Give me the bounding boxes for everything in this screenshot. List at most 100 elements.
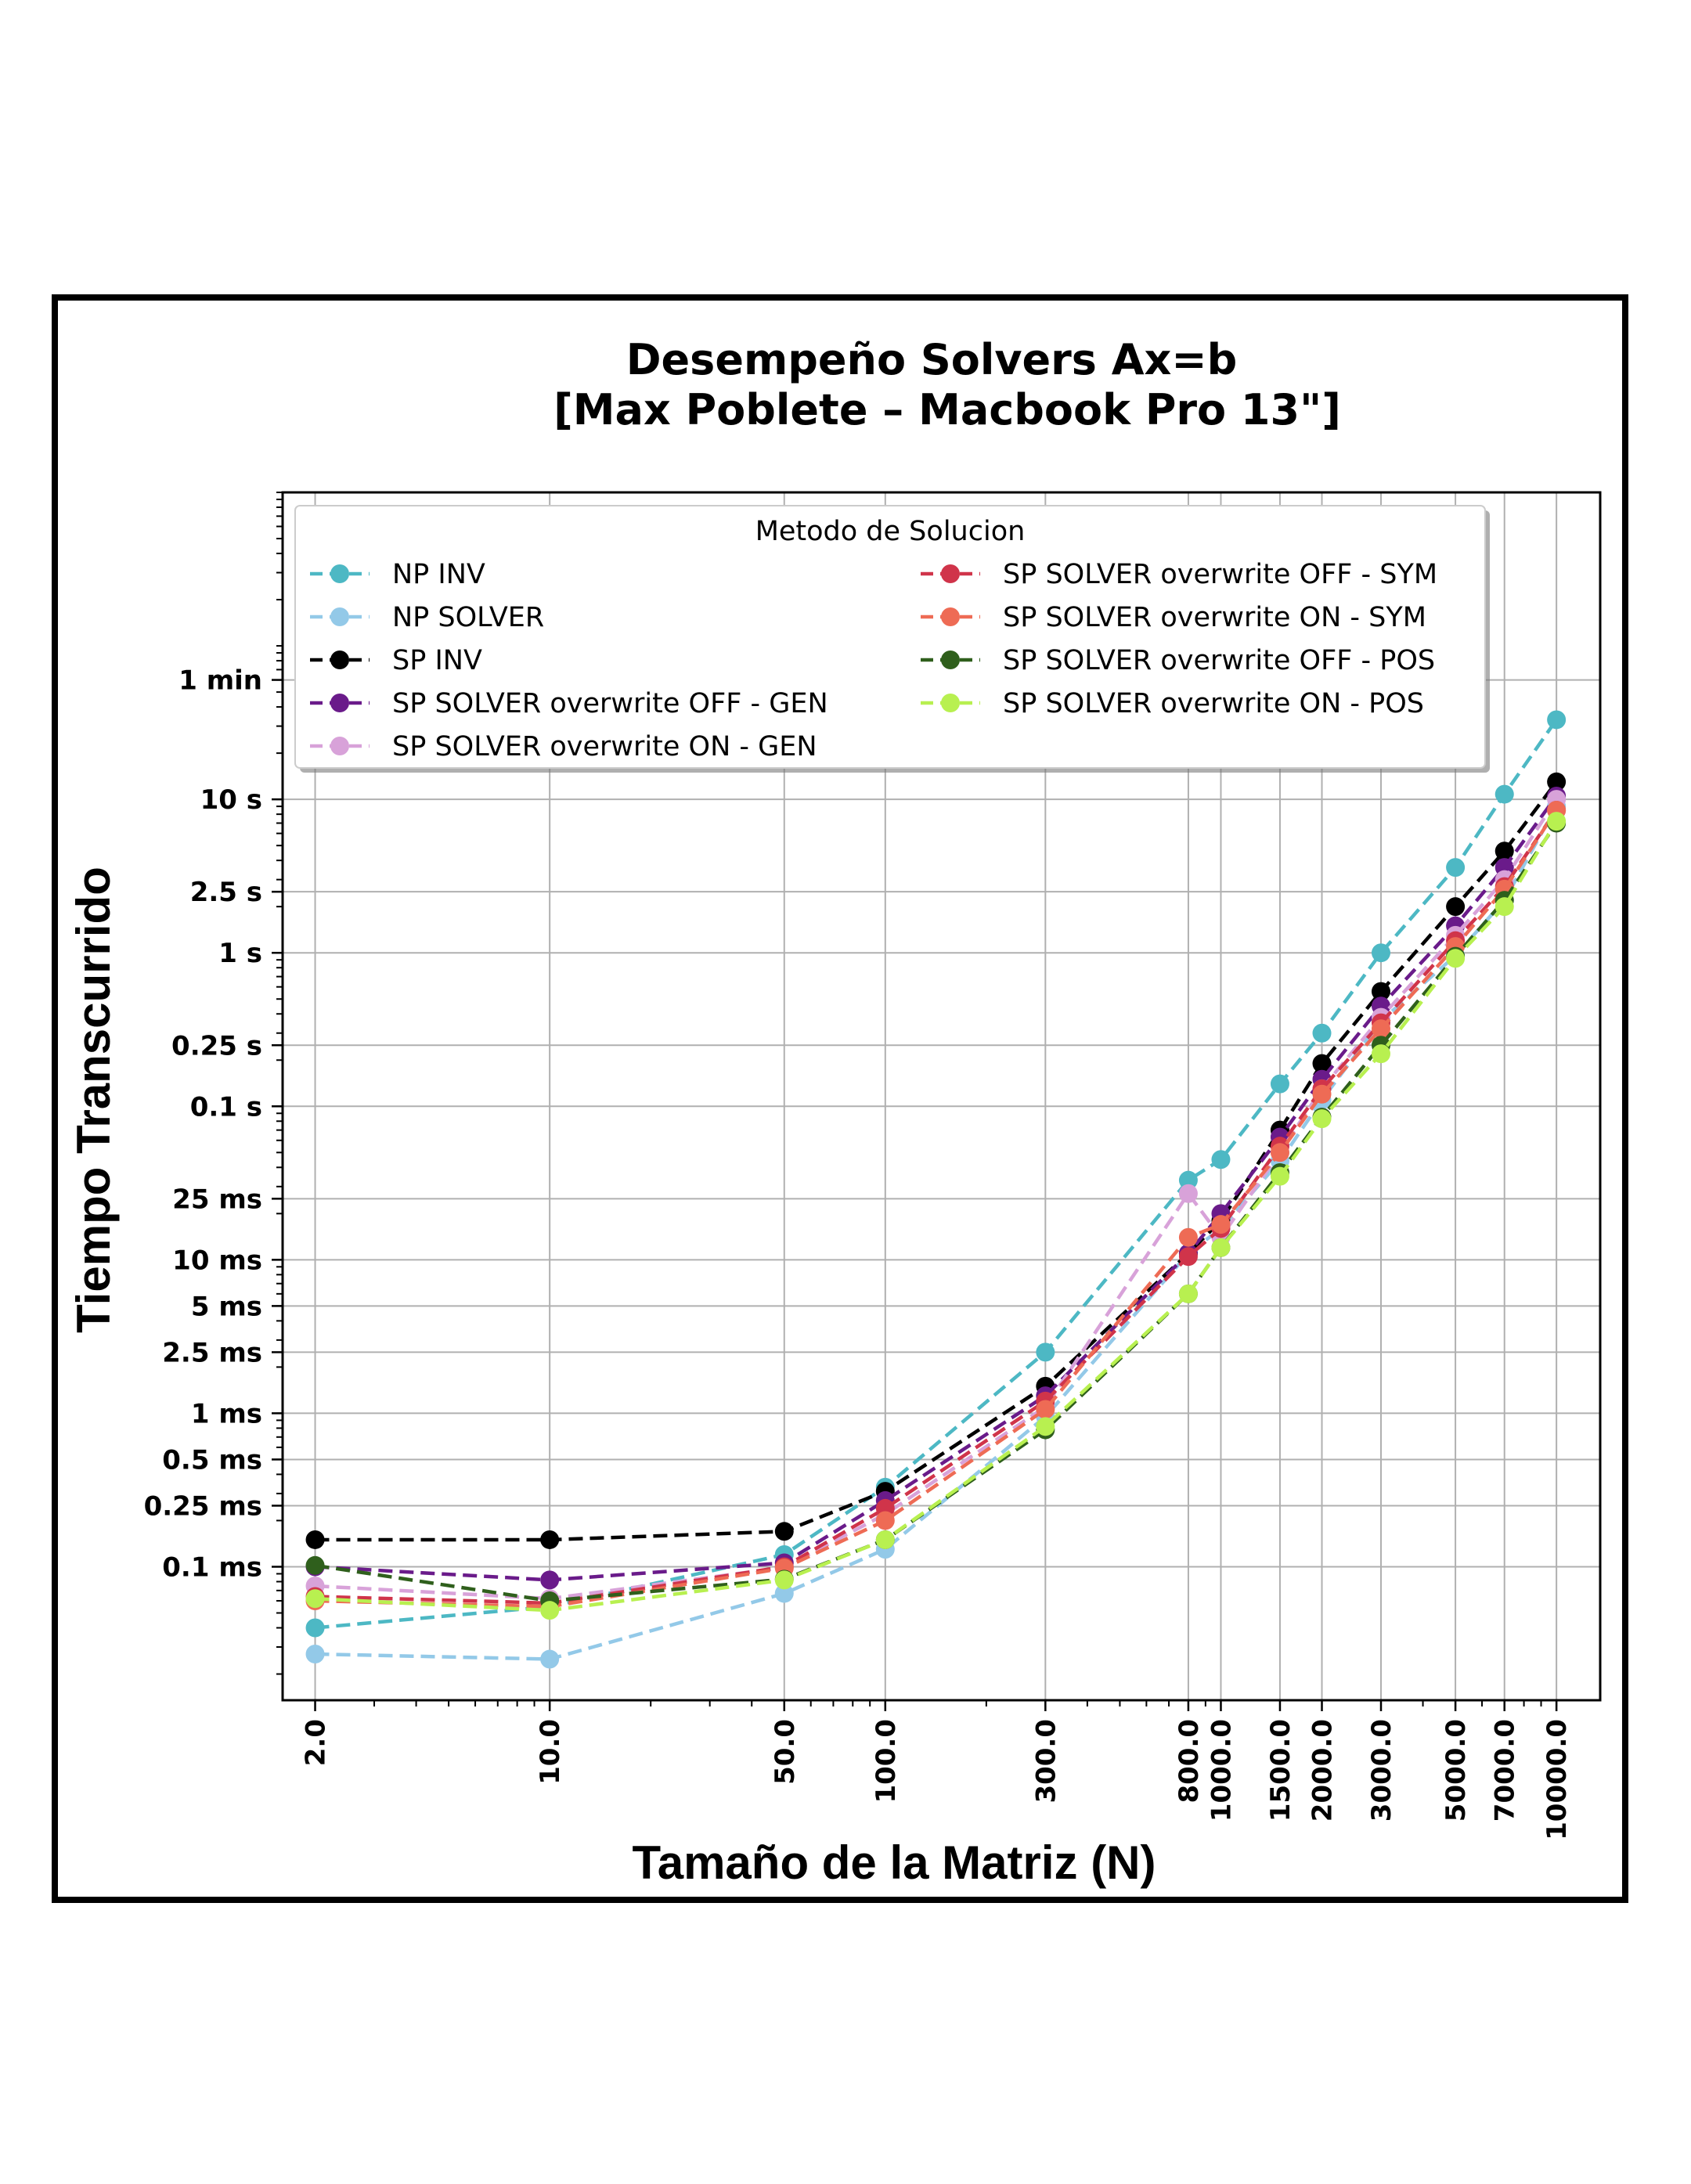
legend-item: NP INV <box>310 559 485 590</box>
legend-label: SP INV <box>392 645 482 676</box>
y-tick-label: 0.1 ms <box>162 1552 262 1583</box>
series-2 <box>305 797 1567 1669</box>
data-point <box>1036 1417 1055 1436</box>
plot-area <box>281 491 1602 1702</box>
legend-item: SP SOLVER overwrite OFF - POS <box>921 645 1435 676</box>
legend-swatch-marker <box>941 564 960 583</box>
x-tick-label: 10000.0 <box>1541 1719 1573 1840</box>
data-point <box>1178 1170 1198 1190</box>
data-point <box>540 1530 560 1549</box>
y-tick-label: 10 s <box>200 784 262 816</box>
legend-swatch-marker <box>330 607 349 626</box>
x-tick-label: 800.0 <box>1174 1719 1205 1804</box>
data-point <box>1178 1284 1198 1303</box>
data-point <box>1178 1227 1198 1247</box>
data-point <box>305 1644 325 1663</box>
data-point <box>1371 943 1390 963</box>
y-tick-label: 5 ms <box>191 1291 262 1322</box>
legend-item: SP SOLVER overwrite ON - POS <box>921 688 1424 719</box>
legend-item: SP INV <box>310 645 482 676</box>
legend-label: NP SOLVER <box>392 602 544 633</box>
chart-title-line-2: [Max Poblete – Macbook Pro 13"] <box>553 385 1341 434</box>
data-point <box>1312 1054 1332 1073</box>
data-point <box>1547 812 1567 831</box>
legend-item: SP SOLVER overwrite ON - SYM <box>921 602 1426 633</box>
data-point <box>1270 1166 1289 1186</box>
y-tick-label: 1 ms <box>191 1398 262 1429</box>
data-point <box>1494 784 1514 804</box>
legend-swatch-marker <box>330 694 349 712</box>
data-point <box>1270 1074 1289 1094</box>
data-point <box>1547 772 1567 791</box>
x-tick-label: 5000.0 <box>1440 1719 1472 1822</box>
data-point <box>1270 1143 1289 1162</box>
data-point <box>1178 1184 1198 1203</box>
y-axis-label: Tiempo Transcurrido <box>67 867 120 1333</box>
x-tick-label: 2.0 <box>301 1719 332 1766</box>
data-point <box>1446 949 1466 968</box>
series-7 <box>305 800 1567 1616</box>
legend-item: NP SOLVER <box>310 602 544 633</box>
x-tick-label: 100.0 <box>871 1719 902 1804</box>
series-line <box>315 780 1558 1542</box>
y-tick-label: 0.25 s <box>171 1030 262 1061</box>
y-tick-label: 2.5 s <box>190 877 262 908</box>
legend-label: SP SOLVER overwrite ON - GEN <box>392 731 817 762</box>
x-tick-label: 2000.0 <box>1307 1719 1339 1822</box>
series-6 <box>305 800 1567 1613</box>
data-point <box>305 1555 325 1575</box>
data-point <box>1178 1247 1198 1267</box>
series-line <box>315 809 1558 1609</box>
legend-swatch-marker <box>941 651 960 669</box>
series-line <box>315 805 1559 1661</box>
y-axis: 0.1 ms 0.25 ms 0.5 ms 1 ms 2.5 ms 5 ms 10 ms 25… <box>144 492 283 1675</box>
data-point <box>1211 1238 1231 1257</box>
data-point <box>1312 1109 1332 1129</box>
series-line <box>315 795 1558 1582</box>
y-tick-label: 0.5 ms <box>162 1444 262 1476</box>
data-point <box>540 1601 560 1620</box>
legend-item: SP SOLVER overwrite ON - GEN <box>310 731 817 762</box>
x-tick-label: 7000.0 <box>1490 1719 1521 1822</box>
data-point <box>1446 858 1466 878</box>
data-point <box>1211 1150 1231 1169</box>
data-point <box>1211 1215 1231 1234</box>
legend-swatch-marker <box>941 694 960 712</box>
data-point <box>774 1584 794 1603</box>
series-4 <box>305 786 1567 1590</box>
data-point <box>1371 1044 1390 1064</box>
legend-box <box>294 505 1486 769</box>
series-9 <box>305 812 1567 1620</box>
legend-label: SP SOLVER overwrite ON - POS <box>1003 688 1424 719</box>
y-tick-label: 10 ms <box>172 1245 262 1276</box>
series-line <box>315 820 1559 1613</box>
data-point <box>1371 1019 1390 1039</box>
data-point <box>1446 897 1466 917</box>
chart-title: Desempeño Solvers Ax=b [Max Poblete – Ma… <box>553 335 1341 434</box>
data-point <box>1036 1400 1055 1419</box>
x-axis-label: Tamaño de la Matriz (N) <box>633 1836 1156 1889</box>
y-tick-label: 0.1 s <box>190 1091 262 1123</box>
legend-label: NP INV <box>392 559 485 590</box>
data-point <box>774 1570 794 1590</box>
y-tick-label: 25 ms <box>172 1184 262 1215</box>
data-point <box>305 1618 325 1638</box>
legend-swatch-marker <box>330 564 349 583</box>
chart-title-line-1: Desempeño Solvers Ax=b <box>626 335 1238 384</box>
legend-title: Metodo de Solucion <box>755 516 1026 547</box>
data-point <box>774 1522 794 1541</box>
y-tick-label: 0.25 ms <box>144 1490 262 1522</box>
series-1 <box>305 710 1567 1638</box>
y-tick-label: 2.5 ms <box>162 1337 262 1368</box>
data-point <box>1036 1342 1055 1362</box>
data-point <box>305 1530 325 1549</box>
legend-item: SP SOLVER overwrite OFF - GEN <box>310 688 828 719</box>
data-point <box>1371 982 1390 1001</box>
data-point <box>875 1511 895 1530</box>
data-point <box>540 1649 560 1669</box>
data-point <box>1312 1023 1332 1043</box>
y-tick-label: 1 s <box>218 938 262 969</box>
x-tick-label: 300.0 <box>1030 1719 1062 1804</box>
x-tick-label: 1500.0 <box>1265 1719 1296 1822</box>
